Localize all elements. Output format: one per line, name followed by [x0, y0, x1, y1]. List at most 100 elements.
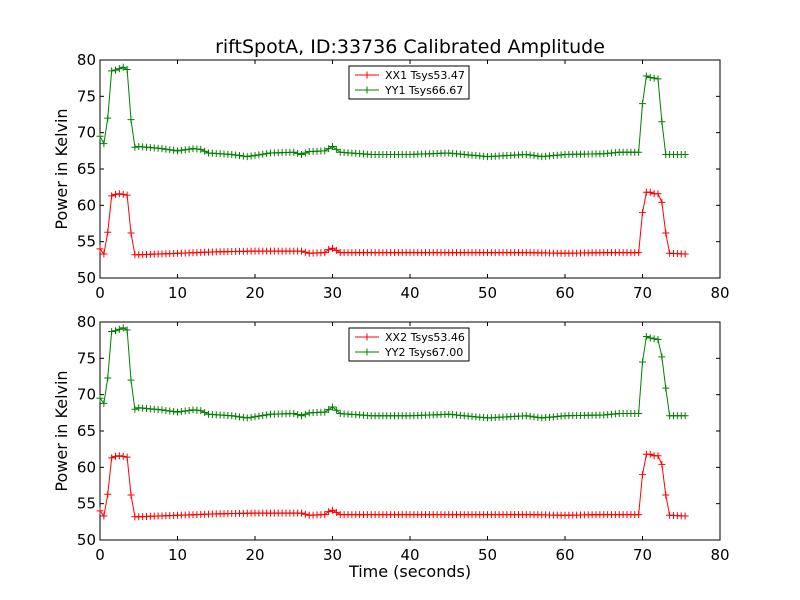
legend-marker [363, 71, 371, 79]
data-point [325, 246, 333, 254]
top-plot: 0 10 20 30 40 50 60 70 80 50 55 60 65 70 75 80 Power in … [52, 51, 730, 302]
data-point [123, 65, 131, 73]
x-tick-label: 30 [323, 284, 342, 302]
x-tick-label: 30 [323, 546, 342, 564]
data-point [332, 246, 340, 254]
data-point [646, 73, 654, 81]
data-point [112, 66, 119, 74]
data-point [635, 511, 643, 519]
data-point [174, 408, 181, 416]
data-point [115, 325, 123, 333]
data-point [127, 491, 135, 499]
data-point [162, 145, 170, 153]
data-point [108, 192, 116, 200]
data-point [654, 335, 662, 343]
data-point [325, 508, 333, 516]
data-point [181, 146, 189, 154]
data-point [530, 413, 538, 421]
y-tick-label: 65 [77, 422, 96, 440]
data-point [654, 75, 662, 83]
data-point [650, 335, 658, 343]
data-point [158, 145, 166, 153]
x-tick-label: 60 [555, 546, 574, 564]
x-tick-label: 10 [168, 284, 187, 302]
legend-box [348, 327, 470, 362]
data-point [534, 152, 542, 160]
data-point [239, 152, 247, 160]
legend-label: XX2 Tsys53.46 [385, 331, 465, 344]
data-point [298, 412, 305, 420]
data-point [662, 491, 670, 499]
data-point [321, 408, 329, 416]
data-point [332, 508, 340, 516]
data-point [170, 408, 178, 416]
data-point [108, 327, 116, 335]
data-point [236, 152, 243, 160]
data-point [158, 406, 166, 414]
data-point [243, 153, 251, 161]
data-point [646, 334, 654, 342]
data-point [104, 114, 112, 122]
data-point [321, 147, 329, 155]
data-point [329, 142, 336, 150]
y-tick-label: 80 [77, 51, 96, 69]
legend: XX1 Tsys53.47 YY1 Tsys66.67 [348, 65, 470, 100]
data-point [681, 150, 689, 158]
data-point [247, 413, 255, 421]
x-tick-label: 70 [633, 546, 652, 564]
data-point [658, 118, 666, 126]
data-point [123, 191, 131, 199]
data-point [526, 412, 534, 420]
y-tick-label: 65 [77, 160, 96, 178]
y-tick-label: 75 [77, 349, 96, 367]
data-point [263, 150, 271, 158]
data-point [639, 209, 646, 217]
data-point [639, 358, 646, 366]
legend-marker [363, 333, 371, 341]
data-point [115, 190, 123, 198]
data-point [635, 148, 643, 156]
data-point [321, 249, 329, 257]
data-point [96, 245, 104, 253]
data-point [100, 250, 108, 258]
data-point [123, 453, 131, 461]
data-point [236, 413, 243, 421]
x-tick-label: 80 [710, 284, 729, 302]
data-point [185, 145, 193, 153]
data-point [658, 198, 666, 206]
data-point [104, 374, 112, 382]
y-axis-label: Power in Kelvin [52, 370, 71, 491]
data-point [298, 509, 305, 517]
data-point [530, 152, 538, 160]
data-point [115, 65, 123, 73]
data-point [119, 63, 127, 71]
data-point [100, 140, 108, 148]
data-point [127, 229, 135, 237]
x-axis-label: Time (seconds) [348, 562, 471, 581]
y-tick-label: 70 [77, 124, 96, 142]
data-point [325, 406, 333, 414]
data-point [255, 151, 263, 159]
data-point [197, 145, 205, 153]
data-point [681, 512, 689, 520]
data-point [662, 384, 670, 392]
data-point [243, 414, 251, 422]
bottom-plot: 0 10 20 30 40 50 60 70 80 50 55 60 65 70 75 80 Power in … [52, 313, 730, 564]
data-point [526, 151, 534, 159]
data-point [170, 146, 178, 154]
legend-label: XX1 Tsys53.47 [385, 69, 465, 82]
data-point [681, 250, 689, 258]
data-point [100, 512, 108, 520]
data-point [325, 145, 333, 153]
data-point [115, 452, 123, 460]
data-point [112, 327, 119, 335]
x-tick-label: 20 [245, 546, 264, 564]
data-point [239, 413, 247, 421]
data-point [522, 150, 530, 158]
data-point [290, 410, 298, 418]
data-point [301, 149, 309, 157]
data-point [119, 190, 127, 198]
data-point [639, 471, 646, 479]
data-point [321, 511, 329, 519]
